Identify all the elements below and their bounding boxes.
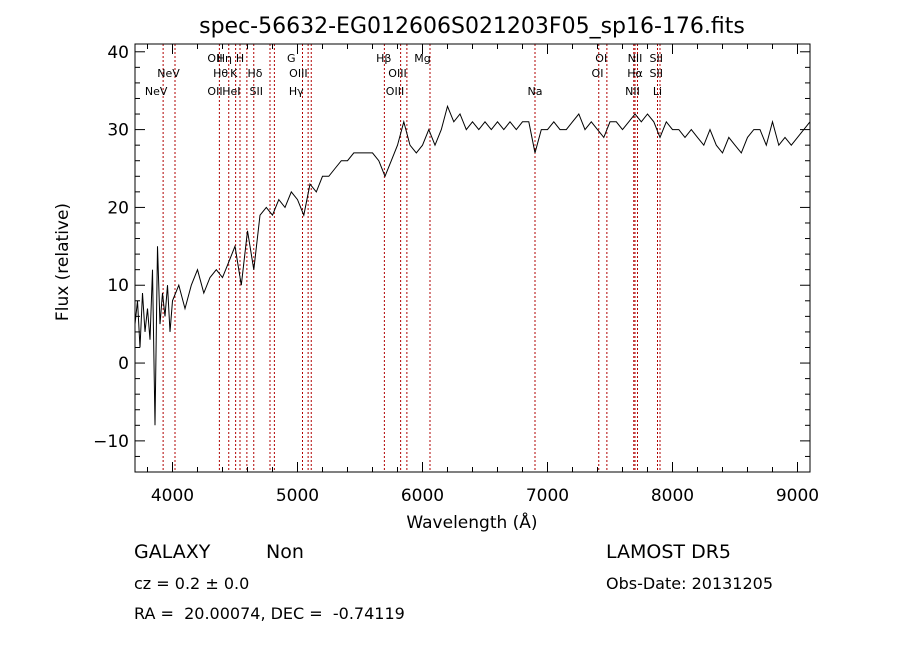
- line-label: OI: [595, 52, 607, 65]
- y-tick-label: 10: [107, 276, 129, 296]
- line-label: NeV: [145, 85, 168, 98]
- chart-title: spec-56632-EG012606S021203F05_sp16-176.f…: [199, 14, 745, 39]
- survey-name: LAMOST DR5: [606, 541, 731, 563]
- line-label: Hδ: [247, 67, 262, 80]
- line-label: OIII: [388, 67, 406, 80]
- x-axis-ticks: 4000 5000 6000 7000 8000 9000: [147, 44, 819, 506]
- y-axis-label: Flux (relative): [53, 203, 73, 321]
- x-tick-label: 6000: [401, 486, 444, 506]
- dec-value: -0.74119: [332, 604, 405, 623]
- observation-date: Obs-Date: 20131205: [606, 574, 774, 593]
- object-class: GALAXY: [134, 541, 211, 563]
- cz-error: 0.0: [223, 574, 250, 593]
- spectrum-series-line: [134, 104, 811, 426]
- redshift-readout: cz = 0.2 ± 0.0: [134, 574, 249, 593]
- line-label: OIII: [289, 67, 307, 80]
- line-label: Hθ: [213, 67, 228, 80]
- line-label: Na: [528, 85, 543, 98]
- dec-label: DEC =: [270, 604, 328, 623]
- line-label: Li: [653, 85, 662, 98]
- line-label: Hβ: [376, 52, 391, 65]
- cz-plus-minus: ±: [205, 574, 219, 593]
- emission-line-markers: [162, 44, 661, 472]
- x-tick-label: 9000: [776, 486, 819, 506]
- x-tick-label: 8000: [651, 486, 694, 506]
- line-label: H: [236, 52, 244, 65]
- ra-value: 20.00074: [184, 604, 261, 623]
- cz-value: 0.2: [174, 574, 201, 593]
- y-tick-label: 0: [118, 354, 129, 374]
- line-label: Hα: [627, 67, 643, 80]
- object-subclass: Non: [266, 541, 304, 563]
- plot-frame: [134, 43, 811, 473]
- line-label: SII: [650, 67, 663, 80]
- line-label: NII: [625, 85, 640, 98]
- y-tick-label: 40: [107, 43, 129, 63]
- x-tick-label: 5000: [276, 486, 319, 506]
- line-label: NeV: [157, 67, 180, 80]
- x-axis-label: Wavelength (Å): [406, 511, 537, 533]
- line-label: SII: [250, 85, 263, 98]
- x-tick-label: 4000: [151, 486, 194, 506]
- y-axis-ticks: −10 0 10 20 30 40: [93, 43, 810, 473]
- coordinates-readout: RA = 20.00074, DEC = -0.74119: [134, 604, 405, 623]
- line-label: G: [287, 52, 296, 65]
- line-label: Hη: [217, 52, 232, 65]
- line-label: Mg: [414, 52, 430, 65]
- y-tick-label: 30: [107, 121, 129, 141]
- x-tick-label: 7000: [526, 486, 569, 506]
- line-label: NII: [628, 52, 643, 65]
- line-label: HeI: [222, 85, 240, 98]
- y-tick-label: 20: [107, 198, 129, 218]
- line-label: Hγ: [289, 85, 304, 98]
- ra-label: RA =: [134, 604, 179, 623]
- cz-label: cz =: [134, 574, 175, 593]
- y-tick-label: −10: [93, 432, 129, 452]
- line-label: OII: [207, 52, 222, 65]
- line-label: K: [230, 67, 238, 80]
- line-label: OIII: [386, 85, 404, 98]
- line-label: OII: [207, 85, 222, 98]
- line-label: OI: [592, 67, 604, 80]
- line-label: SII: [650, 52, 663, 65]
